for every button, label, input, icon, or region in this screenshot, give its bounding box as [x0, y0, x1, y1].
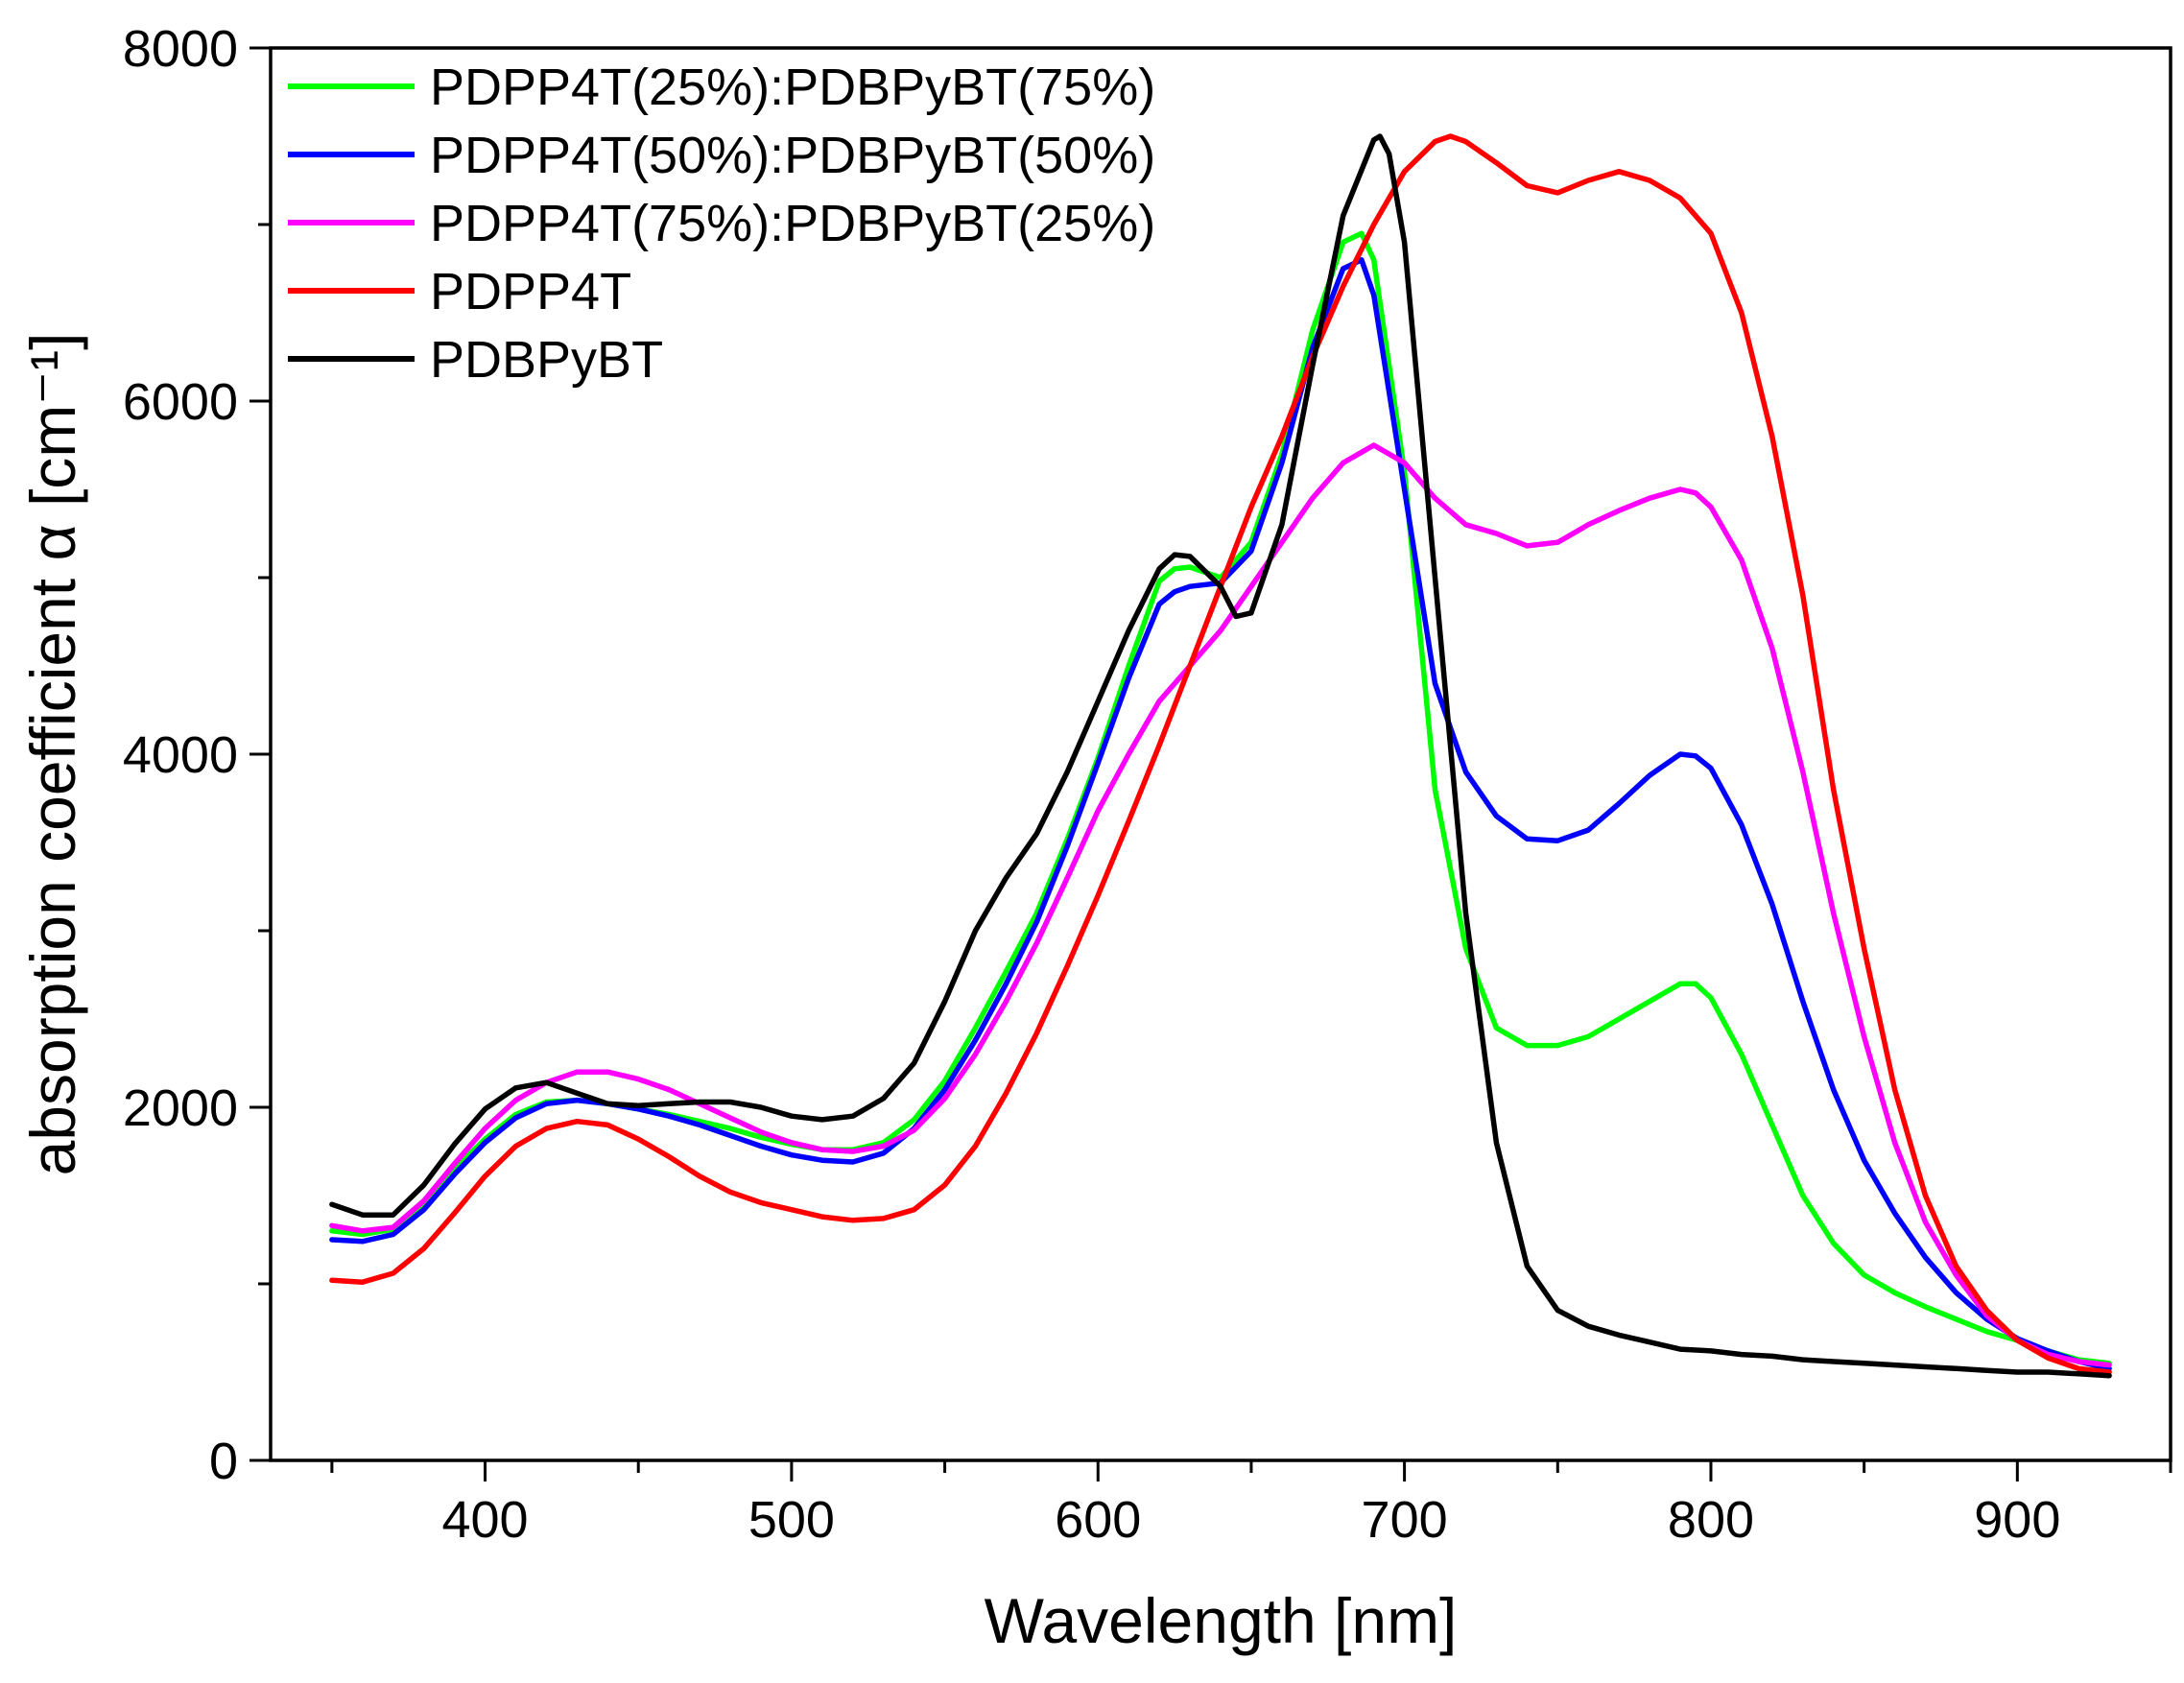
- series-line-4: [329, 133, 2112, 1375]
- x-tick-label: 800: [1668, 1491, 1754, 1549]
- y-tick-label: 8000: [123, 20, 238, 78]
- series-layer: [329, 133, 2112, 1379]
- legend-label: PDBPyBT: [430, 331, 663, 389]
- legend-label: PDPP4T(50%):PDBPyBT(50%): [430, 127, 1155, 184]
- x-tick-label: 500: [748, 1491, 835, 1549]
- x-axis: 400 500 600 700 800 900: [330, 1460, 2172, 1549]
- x-tick-label: 400: [441, 1491, 528, 1549]
- y-axis-title: absorption coefficient α [cm⁻¹]: [17, 333, 88, 1176]
- legend-label: PDPP4T(75%):PDBPyBT(25%): [430, 195, 1155, 252]
- x-tick-label: 700: [1362, 1491, 1448, 1549]
- series-line-3: [329, 442, 2112, 1368]
- y-axis: 0 2000 4000 6000 8000: [123, 20, 271, 1490]
- legend-label: PDPP4T(25%):PDBPyBT(75%): [430, 59, 1155, 116]
- y-tick-label: 6000: [123, 373, 238, 431]
- series-line-2: [329, 257, 2112, 1372]
- x-tick-label: 900: [1974, 1491, 2060, 1549]
- legend: PDPP4T(25%):PDBPyBT(75%) PDPP4T(50%):PDBP…: [288, 59, 1155, 389]
- legend-label: PDPP4T: [430, 263, 631, 320]
- y-tick-label: 4000: [123, 726, 238, 784]
- series-line-5: [329, 133, 2112, 1379]
- x-axis-title: Wavelength [nm]: [985, 1585, 1458, 1656]
- y-tick-label: 0: [209, 1433, 238, 1490]
- x-tick-label: 600: [1055, 1491, 1141, 1549]
- y-tick-label: 2000: [123, 1079, 238, 1137]
